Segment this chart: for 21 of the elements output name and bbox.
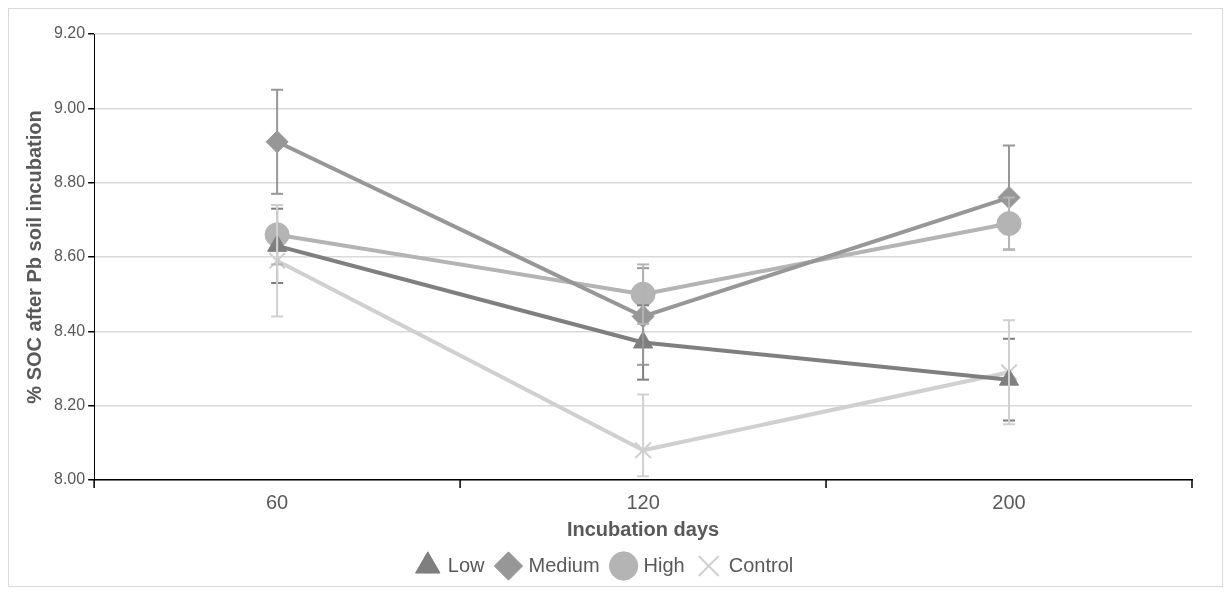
point [634, 441, 652, 460]
legend-label: High [643, 553, 685, 576]
y-tick-label: 8.40 [54, 321, 86, 339]
y-tick-label: 8.60 [54, 247, 86, 265]
point [996, 211, 1022, 237]
y-tick-label: 8.00 [54, 470, 86, 488]
point [630, 281, 656, 307]
legend-label: Low [447, 553, 486, 576]
y-tick-label: 8.80 [54, 173, 86, 191]
y-tick-label: 9.00 [54, 98, 86, 116]
y-axis-title: % SOC after Pb soil incubation [22, 110, 45, 404]
point [268, 251, 286, 270]
legend-label: Medium [528, 553, 600, 576]
legend-label: Control [728, 553, 794, 576]
y-tick-label: 8.20 [54, 396, 86, 414]
point [1000, 363, 1018, 381]
x-tick-label: 200 [992, 490, 1026, 513]
x-tick-label: 120 [626, 490, 660, 513]
x-tick-label: 60 [265, 490, 289, 513]
y-tick-label: 9.20 [54, 24, 86, 42]
x-axis-title: Incubation days [566, 517, 720, 540]
